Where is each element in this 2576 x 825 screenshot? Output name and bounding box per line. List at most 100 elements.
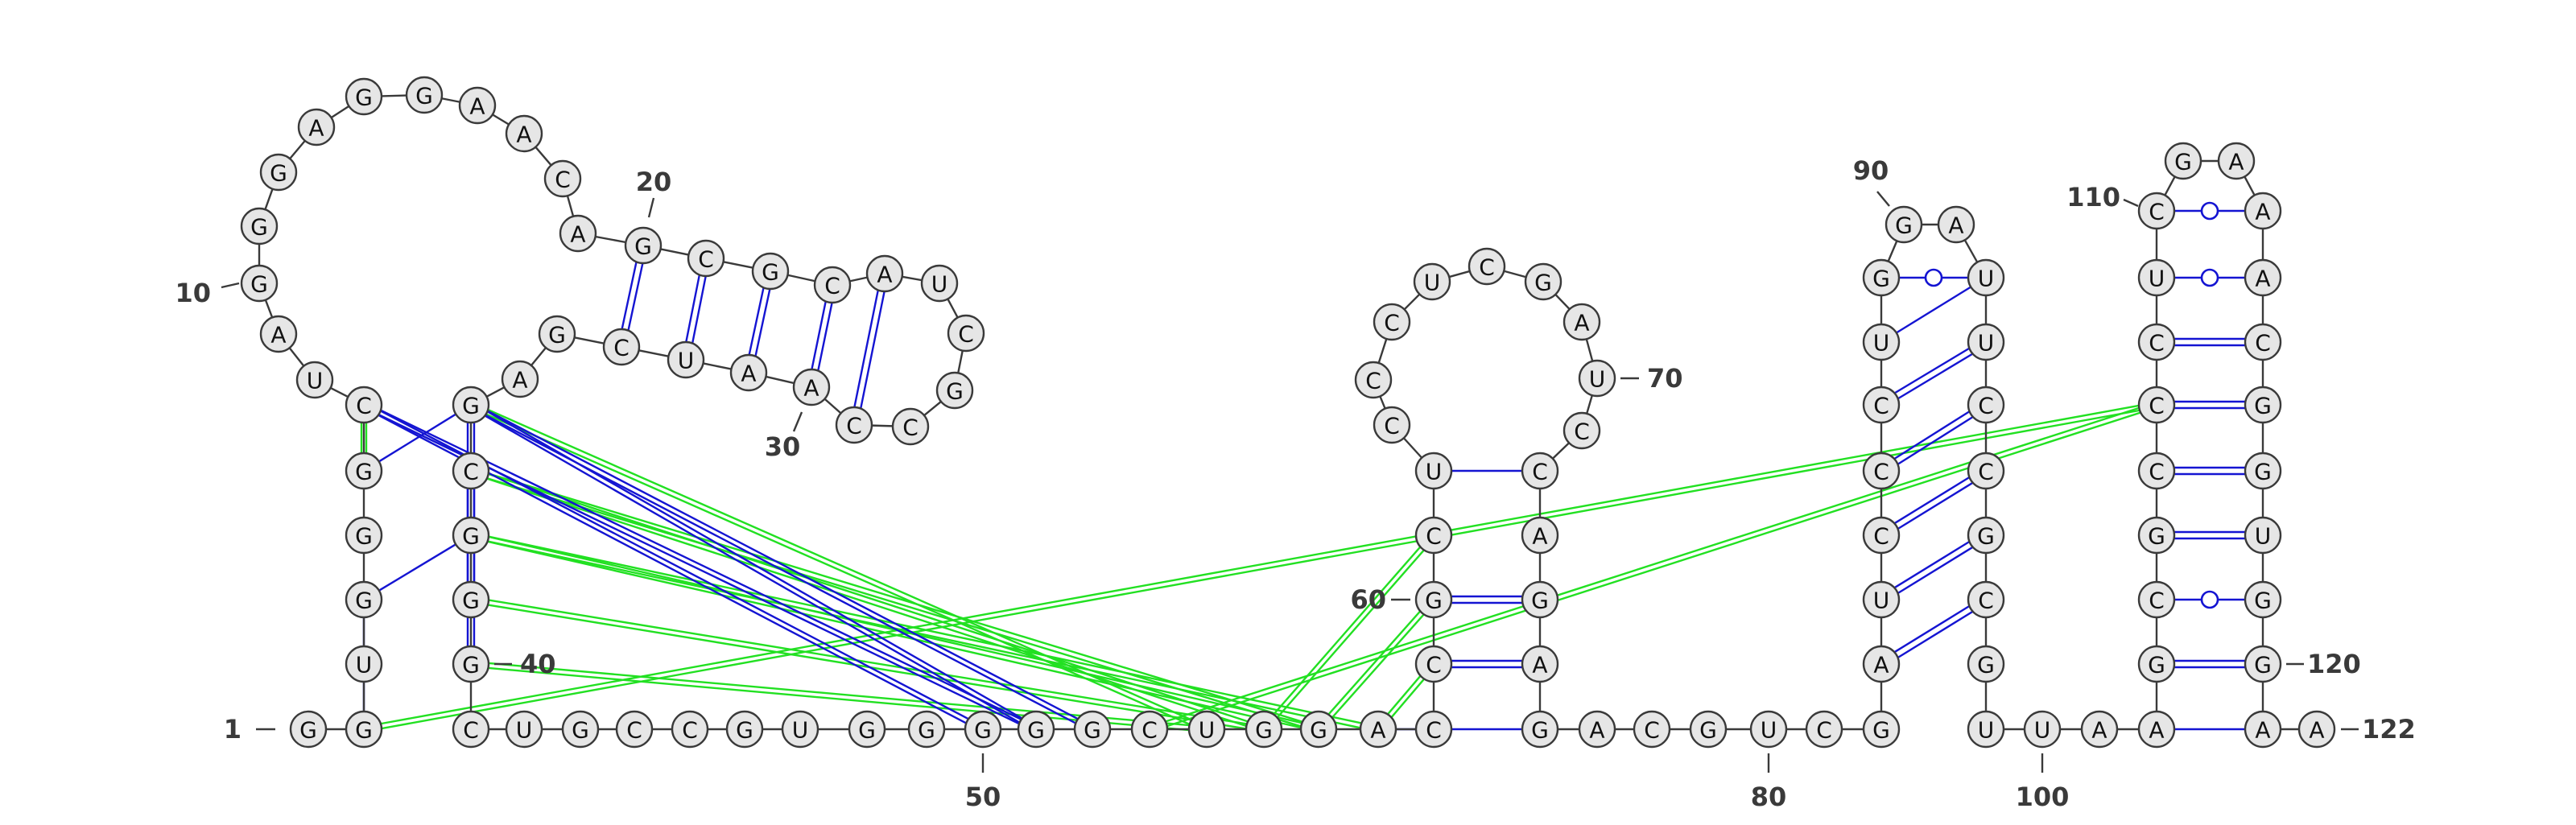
svg-text:30: 30 xyxy=(765,431,801,462)
svg-text:G: G xyxy=(2174,149,2192,175)
nucleotide-13: A xyxy=(297,108,336,146)
svg-text:C: C xyxy=(2149,330,2165,357)
svg-text:C: C xyxy=(2149,459,2165,485)
base-pair-canonical xyxy=(1894,347,1970,394)
nucleotide-97: C xyxy=(1967,580,2005,619)
nucleotide-47: U xyxy=(781,710,819,749)
base-pair-canonical xyxy=(1897,416,1974,465)
nucleotide-62: U xyxy=(1414,452,1453,490)
nucleotide-6: G xyxy=(345,452,383,490)
base-pair-canonical xyxy=(853,290,879,407)
backbone-segment xyxy=(1448,270,1471,278)
base-pair-wobble xyxy=(2174,590,2245,609)
nucleotide-36: G xyxy=(452,386,490,424)
nucleotide-95: C xyxy=(1967,452,2005,490)
nucleotide-39: G xyxy=(452,580,490,619)
nucleotide-114: A xyxy=(2244,258,2282,297)
svg-text:A: A xyxy=(1574,310,1589,336)
nucleotide-18: C xyxy=(543,159,582,198)
backbone-segment xyxy=(638,349,669,357)
svg-text:C: C xyxy=(356,393,372,419)
pseudoknot-pair xyxy=(487,540,1361,729)
svg-text:C: C xyxy=(555,167,571,193)
svg-text:A: A xyxy=(1873,652,1889,679)
svg-text:C: C xyxy=(1873,459,1889,485)
svg-text:100: 100 xyxy=(2016,782,2070,812)
nucleotide-16: A xyxy=(458,86,497,125)
nucleotide-54: U xyxy=(1187,710,1226,749)
long-range-pair xyxy=(380,409,1022,720)
svg-text:G: G xyxy=(355,523,373,550)
svg-text:A: A xyxy=(1948,212,1963,239)
nucleotide-78: C xyxy=(1633,710,1671,749)
position-label-122: 122 xyxy=(2341,714,2416,745)
svg-text:A: A xyxy=(512,367,527,394)
nucleotide-101: A xyxy=(2080,710,2119,749)
nucleotide-82: G xyxy=(1862,710,1901,749)
nucleotide-14: G xyxy=(345,77,383,116)
svg-text:C: C xyxy=(1644,717,1660,744)
backbone-segment xyxy=(1552,442,1570,460)
nucleotide-99: U xyxy=(1967,710,2005,749)
nucleotide-72: C xyxy=(1521,452,1559,490)
svg-text:A: A xyxy=(1532,523,1547,550)
pseudoknot-pair xyxy=(488,472,1249,723)
base-pair-layer xyxy=(354,201,2245,731)
backbone-segment xyxy=(1377,338,1388,364)
nucleotide-70: U xyxy=(1578,359,1616,398)
svg-text:U: U xyxy=(1978,266,1995,292)
nucleotide-92: U xyxy=(1967,258,2005,297)
svg-text:G: G xyxy=(858,717,876,744)
svg-text:C: C xyxy=(1426,523,1442,550)
svg-text:G: G xyxy=(355,459,373,485)
nucleotide-119: G xyxy=(2244,580,2282,619)
svg-text:C: C xyxy=(1978,393,1994,419)
nucleotide-22: G xyxy=(751,252,790,291)
svg-text:A: A xyxy=(877,262,892,288)
backbone-segment xyxy=(330,386,349,398)
svg-text:G: G xyxy=(1977,652,1995,679)
nucleotide-116: G xyxy=(2244,386,2282,424)
svg-text:C: C xyxy=(2255,330,2271,357)
nucleotide-53: C xyxy=(1130,710,1169,749)
base-pair-canonical xyxy=(1897,353,1973,400)
svg-text:G: G xyxy=(462,588,480,614)
svg-text:G: G xyxy=(1531,717,1549,744)
nucleotide-68: G xyxy=(1524,262,1563,301)
svg-text:A: A xyxy=(803,375,819,402)
pseudoknot-pair-layer xyxy=(360,404,2141,732)
svg-text:G: G xyxy=(1895,212,1913,239)
backbone-segment xyxy=(1585,338,1594,362)
svg-text:A: A xyxy=(2149,717,2164,744)
svg-text:A: A xyxy=(516,122,531,148)
pseudoknot-pair xyxy=(487,540,1302,729)
nucleotide-51: G xyxy=(1017,710,1055,749)
base-pair-canonical xyxy=(811,301,827,369)
nucleotide-110: C xyxy=(2137,192,2176,230)
svg-text:U: U xyxy=(1424,270,1441,296)
pseudoknot-pair xyxy=(1273,546,1422,716)
svg-text:G: G xyxy=(2254,588,2272,614)
nucleotide-80: U xyxy=(1749,710,1788,749)
svg-text:A: A xyxy=(270,322,286,349)
svg-text:G: G xyxy=(762,259,779,286)
backbone-segment xyxy=(566,195,575,217)
nucleotide-66: U xyxy=(1413,262,1451,301)
nucleotide-113: A xyxy=(2244,192,2282,230)
nucleotide-87: C xyxy=(1862,386,1901,424)
nucleotide-76: G xyxy=(1521,710,1559,749)
svg-text:C: C xyxy=(2149,199,2165,225)
base-pair-canonical xyxy=(1897,481,1973,530)
svg-text:G: G xyxy=(548,322,566,349)
nucleotide-71: C xyxy=(1563,411,1601,450)
nucleotide-21: C xyxy=(687,239,725,278)
svg-text:C: C xyxy=(463,459,479,485)
nucleotide-32: U xyxy=(667,340,705,379)
nucleotide-42: U xyxy=(505,710,543,749)
base-pair-canonical xyxy=(1897,610,1973,658)
svg-text:C: C xyxy=(463,717,479,744)
backbone-segment xyxy=(1379,395,1386,410)
svg-text:U: U xyxy=(2149,266,2165,292)
position-label-120: 120 xyxy=(2286,649,2361,679)
